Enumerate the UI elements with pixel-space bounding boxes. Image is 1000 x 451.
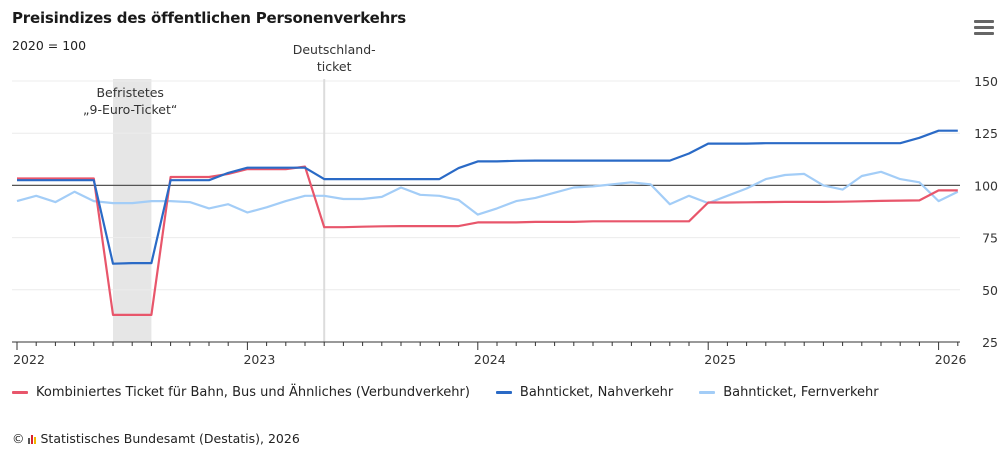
y-tick-label: 125 (974, 126, 998, 141)
menu-bar (974, 26, 994, 29)
x-tick-label: 2023 (243, 352, 275, 367)
series-line-fernverkehr (16, 170, 959, 216)
legend-item[interactable]: Kombiniertes Ticket für Bahn, Bus und Äh… (12, 385, 470, 400)
legend-item[interactable]: Bahnticket, Fernverkehr (699, 385, 879, 400)
legend-swatch (495, 391, 512, 394)
chart-legend: Kombiniertes Ticket für Bahn, Bus und Äh… (12, 385, 905, 400)
chart-plot-area: Befristetes „9-Euro-Ticket“ Deutschland-ti… (12, 42, 998, 367)
y-tick-label: 150 (974, 74, 998, 89)
legend-label: Bahnticket, Nahverkehr (519, 385, 674, 400)
annotation-label-9-euro-ticket: Befristetes (96, 85, 164, 100)
copyright-symbol: © (12, 431, 25, 446)
credits: © Statistisches Bundesamt (Destatis), 20… (12, 431, 300, 446)
x-tick-label: 2025 (704, 352, 736, 367)
menu-bar (974, 20, 994, 23)
legend-label: Kombiniertes Ticket für Bahn, Bus und Äh… (36, 385, 470, 400)
legend-item[interactable]: Bahnticket, Nahverkehr (495, 385, 674, 400)
series-line-verbundverkehr (17, 165, 958, 316)
annotation-label-9-euro-ticket: „9-Euro-Ticket“ (83, 102, 177, 117)
legend-swatch (699, 391, 716, 394)
annotation-label-deutschlandticket: Deutschland- (293, 42, 376, 57)
chart-subtitle: 2020 = 100 (12, 38, 87, 53)
x-tick-label: 2022 (13, 352, 45, 367)
x-tick-label: 2024 (474, 352, 506, 367)
legend-swatch (12, 391, 28, 394)
annotation-band-9-euro-ticket (113, 79, 152, 342)
x-tick-label: 2026 (935, 352, 967, 367)
y-tick-label: 50 (982, 283, 998, 298)
credits-text[interactable]: Statistisches Bundesamt (Destatis), 2026 (40, 431, 300, 446)
menu-bar (974, 32, 994, 35)
y-tick-label: 75 (982, 231, 998, 246)
legend-label: Bahnticket, Fernverkehr (723, 385, 879, 400)
destatis-logo-icon (27, 434, 37, 444)
series-line-nahverkehr (17, 129, 958, 265)
chart-title: Preisindizes des öffentlichen Personenve… (12, 9, 406, 27)
y-tick-label: 25 (982, 335, 998, 350)
hamburger-menu-icon[interactable] (974, 20, 994, 38)
y-tick-label: 100 (974, 178, 998, 193)
annotation-label-deutschlandticket: ticket (317, 59, 352, 74)
